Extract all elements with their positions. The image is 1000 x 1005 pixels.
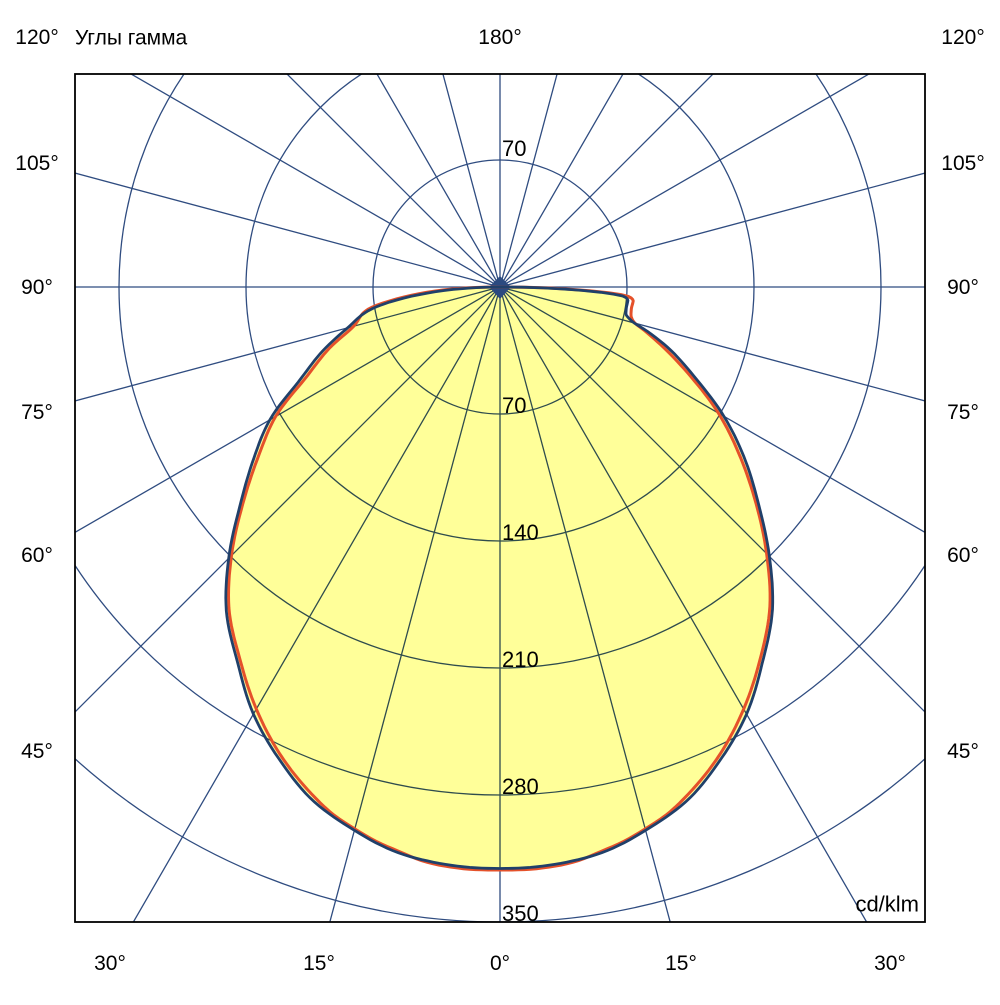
svg-text:30°: 30° bbox=[94, 952, 126, 975]
svg-text:30°: 30° bbox=[874, 952, 906, 975]
svg-text:120°: 120° bbox=[15, 26, 58, 49]
svg-text:70: 70 bbox=[502, 393, 526, 418]
svg-text:90°: 90° bbox=[21, 276, 53, 299]
svg-text:120°: 120° bbox=[941, 26, 984, 49]
svg-text:60°: 60° bbox=[947, 544, 979, 567]
svg-text:45°: 45° bbox=[947, 740, 979, 763]
svg-text:75°: 75° bbox=[21, 401, 53, 424]
svg-text:140: 140 bbox=[502, 520, 539, 545]
svg-text:15°: 15° bbox=[665, 952, 697, 975]
svg-text:cd/klm: cd/klm bbox=[855, 892, 919, 917]
svg-text:210: 210 bbox=[502, 647, 539, 672]
svg-text:90°: 90° bbox=[947, 276, 979, 299]
svg-text:15°: 15° bbox=[303, 952, 335, 975]
svg-text:75°: 75° bbox=[947, 401, 979, 424]
svg-text:350: 350 bbox=[502, 901, 539, 926]
svg-text:45°: 45° bbox=[21, 740, 53, 763]
svg-text:280: 280 bbox=[502, 774, 539, 799]
svg-text:0°: 0° bbox=[490, 952, 510, 975]
svg-text:Углы гамма: Углы гамма bbox=[75, 27, 188, 50]
svg-text:105°: 105° bbox=[941, 152, 984, 175]
svg-text:180°: 180° bbox=[478, 26, 521, 49]
svg-text:60°: 60° bbox=[21, 544, 53, 567]
svg-text:105°: 105° bbox=[15, 152, 58, 175]
svg-text:70: 70 bbox=[502, 136, 526, 161]
